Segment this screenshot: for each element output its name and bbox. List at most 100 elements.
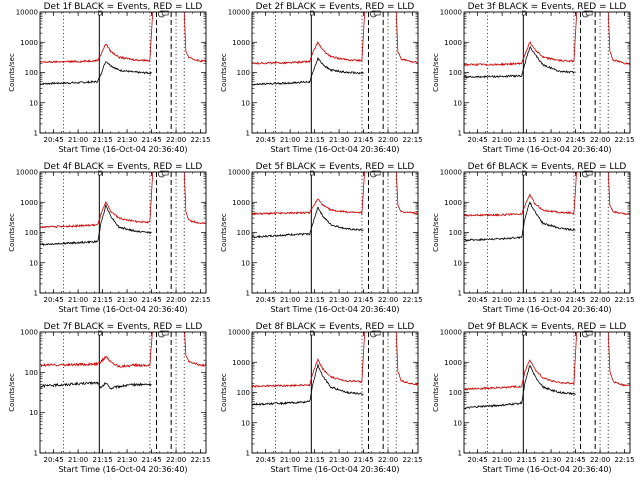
x-tick-label: 21:30: [117, 136, 137, 144]
chart-panel-1: Det 1f BLACK = Events, RED = LLD Counts/s…: [8, 2, 211, 154]
y-tick-label: 100: [25, 69, 38, 77]
x-tick-label: 21:30: [117, 296, 137, 304]
x-tick-label: 21:15: [516, 296, 536, 304]
chart-panel-9: Det 9f BLACK = Events, RED = LLD Counts/s…: [432, 322, 635, 474]
y-tick-label: 1000: [232, 359, 250, 367]
x-tick-label: 21:00: [492, 296, 512, 304]
x-tick-label: 22:15: [190, 136, 210, 144]
night-marker-box: [585, 170, 593, 176]
x-tick-label: 21:45: [353, 296, 373, 304]
y-tick-label: 1: [34, 450, 38, 458]
x-axis-label: Start Time (16-Oct-04 20:36:40): [482, 305, 611, 314]
events-series-line: [252, 363, 364, 406]
x-tick-label: 21:00: [68, 136, 88, 144]
y-tick-label: 1000: [444, 199, 462, 207]
solid-marker-flag: [310, 330, 314, 336]
panel-title: Det 2f BLACK = Events, RED = LLD: [256, 2, 415, 12]
x-tick-label: 21:45: [141, 136, 161, 144]
events-series-line: [40, 203, 152, 247]
x-tick-label: 21:15: [92, 456, 112, 464]
x-tick-label: 20:45: [468, 296, 488, 304]
x-tick-label: 22:00: [590, 456, 610, 464]
x-tick-label: 21:45: [565, 296, 585, 304]
x-tick-label: 21:45: [565, 136, 585, 144]
plot-frame: [39, 171, 207, 294]
x-tick-label: 21:00: [280, 136, 300, 144]
y-tick-label: 1: [458, 130, 462, 138]
x-tick-label: 21:00: [68, 456, 88, 464]
x-tick-label: 22:00: [166, 296, 186, 304]
x-tick-label: 22:00: [166, 136, 186, 144]
x-tick-label: 21:30: [329, 456, 349, 464]
x-tick-label: 22:15: [614, 296, 634, 304]
chart-panel-2: Det 2f BLACK = Events, RED = LLD Counts/s…: [220, 2, 423, 154]
y-tick-label: 1000: [232, 199, 250, 207]
x-tick-label: 21:45: [141, 456, 161, 464]
y-axis-label: Counts/sec: [220, 213, 228, 252]
night-marker-box: [373, 170, 381, 176]
x-tick-label: 21:30: [541, 136, 561, 144]
panel-title: Det 9f BLACK = Events, RED = LLD: [468, 322, 627, 332]
x-tick-label: 21:45: [565, 456, 585, 464]
plot-frame: [463, 331, 631, 454]
x-tick-label: 21:30: [329, 136, 349, 144]
events-series-line: [252, 207, 364, 239]
y-tick-label: 1000: [20, 329, 38, 337]
x-tick-label: 20:45: [256, 456, 276, 464]
x-axis-label: Start Time (16-Oct-04 20:36:40): [482, 145, 611, 154]
y-tick-label: 1: [246, 450, 250, 458]
night-marker-box: [161, 10, 169, 16]
x-axis-label: Start Time (16-Oct-04 20:36:40): [58, 305, 187, 314]
y-tick-label: 100: [449, 389, 462, 397]
panel-title: Det 6f BLACK = Events, RED = LLD: [468, 162, 627, 172]
night-marker-box: [585, 330, 593, 336]
plot-frame: [251, 331, 419, 454]
y-tick-label: 100: [449, 229, 462, 237]
night-marker-box: [585, 10, 593, 16]
y-tick-label: 10: [29, 409, 38, 417]
events-series-line: [464, 364, 576, 410]
x-axis-label: Start Time (16-Oct-04 20:36:40): [270, 145, 399, 154]
chart-panel-3: Det 3f BLACK = Events, RED = LLD Counts/s…: [432, 2, 635, 154]
solid-marker-flag: [98, 330, 102, 336]
y-tick-label: 1: [458, 290, 462, 298]
events-series-line: [252, 56, 364, 86]
solid-marker-flag: [98, 10, 102, 16]
panel-title: Det 5f BLACK = Events, RED = LLD: [256, 162, 415, 172]
chart-panel-4: Det 4f BLACK = Events, RED = LLD Counts/s…: [8, 162, 211, 314]
y-tick-label: 10000: [440, 329, 462, 337]
y-axis-label: Counts/sec: [220, 53, 228, 92]
x-tick-label: 21:45: [353, 456, 373, 464]
y-tick-label: 1: [34, 290, 38, 298]
y-axis-label: Counts/sec: [8, 53, 16, 92]
x-tick-label: 20:45: [256, 136, 276, 144]
x-tick-label: 22:00: [378, 456, 398, 464]
y-axis-label: Counts/sec: [8, 213, 16, 252]
y-tick-label: 10: [453, 99, 462, 107]
x-tick-label: 21:30: [117, 456, 137, 464]
plot-frame: [463, 11, 631, 134]
x-tick-label: 22:00: [378, 136, 398, 144]
x-tick-label: 20:45: [44, 456, 64, 464]
panel-title: Det 3f BLACK = Events, RED = LLD: [468, 2, 627, 12]
x-tick-label: 21:30: [329, 296, 349, 304]
x-tick-label: 22:15: [402, 456, 422, 464]
y-tick-label: 10000: [228, 9, 250, 17]
night-marker-box: [161, 170, 169, 176]
y-axis-label: Counts/sec: [432, 53, 440, 92]
chart-panel-8: Det 8f BLACK = Events, RED = LLD Counts/s…: [220, 322, 423, 474]
y-tick-label: 10: [241, 259, 250, 267]
plot-frame: [463, 171, 631, 294]
x-tick-label: 22:00: [590, 136, 610, 144]
solid-marker-flag: [310, 170, 314, 176]
x-tick-label: 22:15: [402, 136, 422, 144]
panel-title: Det 1f BLACK = Events, RED = LLD: [44, 2, 203, 12]
x-tick-label: 21:00: [492, 136, 512, 144]
events-series-line: [464, 46, 576, 80]
y-tick-label: 100: [25, 369, 38, 377]
night-marker-box: [373, 330, 381, 336]
x-tick-label: 21:00: [492, 456, 512, 464]
chart-panel-6: Det 6f BLACK = Events, RED = LLD Counts/s…: [432, 162, 635, 314]
x-tick-label: 20:45: [44, 296, 64, 304]
y-tick-label: 10000: [228, 329, 250, 337]
